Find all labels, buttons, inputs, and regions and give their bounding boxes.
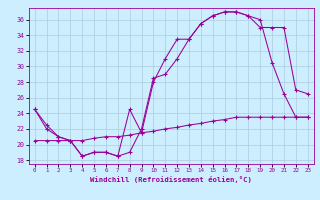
X-axis label: Windchill (Refroidissement éolien,°C): Windchill (Refroidissement éolien,°C) [90,176,252,183]
